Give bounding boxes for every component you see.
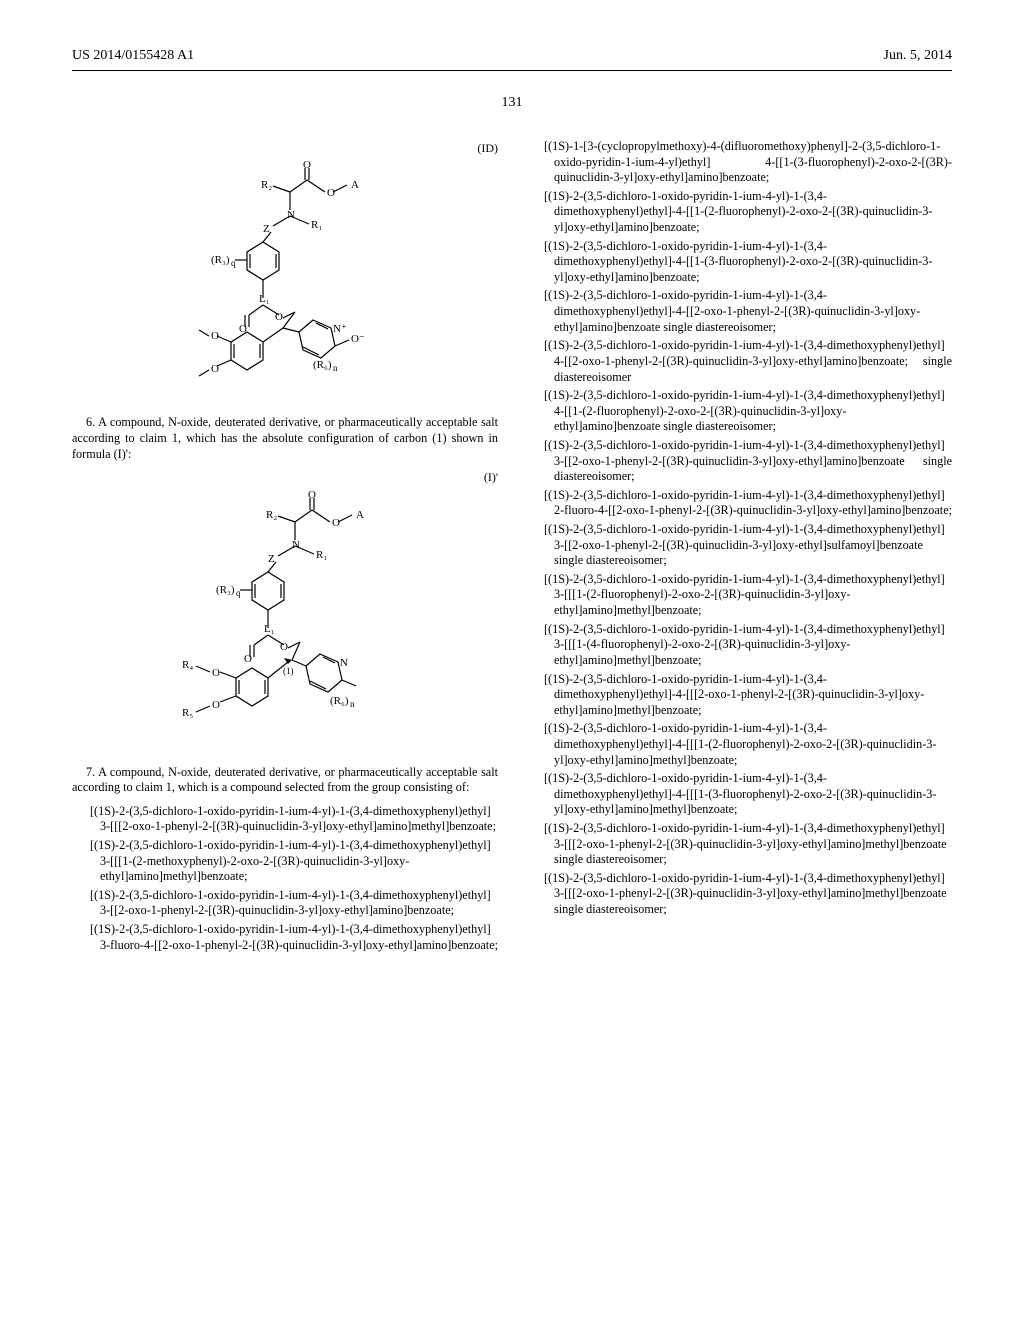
claim-7-intro: 7. A compound, N-oxide, deuterated deriv…: [72, 765, 498, 796]
svg-text:R₅: R₅: [182, 707, 193, 719]
compound-item: [(1S)-2-(3,5-dichloro-1-oxido-pyridin-1-…: [554, 388, 952, 435]
compound-item: [(1S)-2-(3,5-dichloro-1-oxido-pyridin-1-…: [100, 838, 498, 885]
svg-text:O: O: [275, 311, 283, 323]
svg-text:A: A: [356, 509, 364, 521]
claim-6-text: 6. A compound, N-oxide, deuterated deriv…: [72, 415, 498, 462]
compound-item: [(1S)-2-(3,5-dichloro-1-oxido-pyridin-1-…: [554, 438, 952, 485]
publication-date: Jun. 5, 2014: [884, 48, 952, 64]
compound-item: [(1S)-2-(3,5-dichloro-1-oxido-pyridin-1-…: [554, 672, 952, 719]
compound-item: [(1S)-2-(3,5-dichloro-1-oxido-pyridin-1-…: [554, 771, 952, 818]
svg-text:O: O: [308, 490, 316, 501]
compound-item: [(1S)-2-(3,5-dichloro-1-oxido-pyridin-1-…: [554, 522, 952, 569]
svg-text:L₁: L₁: [259, 293, 270, 305]
patent-number: US 2014/0155428 A1: [72, 48, 194, 64]
chemical-structure-id: O O A R₂ N Z R₁ (R₃)q L₁ O O O O N⁺ O⁻ (…: [175, 160, 395, 405]
svg-text:O: O: [327, 187, 335, 199]
header-rule: [72, 70, 952, 71]
svg-text:n: n: [350, 699, 355, 709]
svg-text:R₂: R₂: [266, 509, 277, 521]
svg-text:Z: Z: [268, 553, 275, 565]
formula-label-i-prime: (I)': [72, 470, 498, 485]
page-number: 131: [72, 95, 952, 111]
svg-text:Z: Z: [263, 223, 270, 235]
svg-text:n: n: [333, 363, 338, 373]
claim-7-list-right: [(1S)-1-[3-(cyclopropylmethoxy)-4-(diflu…: [544, 139, 952, 918]
svg-text:O: O: [212, 699, 220, 711]
svg-text:(R₃): (R₃): [211, 254, 230, 266]
right-column: [(1S)-1-[3-(cyclopropylmethoxy)-4-(diflu…: [526, 135, 952, 957]
svg-text:q: q: [231, 258, 236, 268]
svg-text:O: O: [332, 517, 340, 529]
compound-item: [(1S)-2-(3,5-dichloro-1-oxido-pyridin-1-…: [554, 189, 952, 236]
svg-text:A: A: [351, 179, 359, 191]
compound-item: [(1S)-2-(3,5-dichloro-1-oxido-pyridin-1-…: [554, 338, 952, 385]
patent-page: US 2014/0155428 A1 Jun. 5, 2014 131 (ID): [0, 0, 1024, 1005]
svg-text:N⁺: N⁺: [333, 323, 347, 335]
compound-item: [(1S)-2-(3,5-dichloro-1-oxido-pyridin-1-…: [554, 821, 952, 868]
svg-text:N: N: [340, 657, 348, 669]
svg-text:O: O: [239, 323, 247, 335]
svg-text:O: O: [244, 653, 252, 665]
svg-text:L₁: L₁: [264, 623, 275, 635]
compound-item: [(1S)-2-(3,5-dichloro-1-oxido-pyridin-1-…: [100, 922, 498, 953]
compound-item: [(1S)-2-(3,5-dichloro-1-oxido-pyridin-1-…: [554, 488, 952, 519]
compound-item: [(1S)-2-(3,5-dichloro-1-oxido-pyridin-1-…: [554, 572, 952, 619]
svg-text:R₄: R₄: [182, 659, 193, 671]
svg-text:O: O: [211, 363, 219, 375]
compound-item: [(1S)-2-(3,5-dichloro-1-oxido-pyridin-1-…: [554, 288, 952, 335]
svg-text:O: O: [211, 330, 219, 342]
compound-item: [(1S)-2-(3,5-dichloro-1-oxido-pyridin-1-…: [554, 721, 952, 768]
svg-text:N: N: [287, 209, 295, 221]
svg-text:(R₃): (R₃): [216, 584, 235, 596]
chemical-structure-i-prime: O O A R₂ N Z R₁ (R₃)q L₁ O O R₄ O R₅ O (…: [170, 490, 400, 755]
claim-7-list-left: [(1S)-2-(3,5-dichloro-1-oxido-pyridin-1-…: [90, 804, 498, 953]
svg-text:O: O: [212, 667, 220, 679]
compound-item: [(1S)-2-(3,5-dichloro-1-oxido-pyridin-1-…: [554, 871, 952, 918]
svg-text:R₂: R₂: [261, 179, 272, 191]
svg-text:R₁: R₁: [311, 219, 322, 231]
content-columns: (ID): [72, 135, 952, 957]
svg-text:O⁻: O⁻: [351, 333, 365, 345]
page-header: US 2014/0155428 A1 Jun. 5, 2014: [72, 48, 952, 64]
svg-text:R₁: R₁: [316, 549, 327, 561]
compound-item: [(1S)-2-(3,5-dichloro-1-oxido-pyridin-1-…: [100, 804, 498, 835]
svg-text:O: O: [280, 641, 288, 653]
compound-item: [(1S)-2-(3,5-dichloro-1-oxido-pyridin-1-…: [100, 888, 498, 919]
compound-item: [(1S)-2-(3,5-dichloro-1-oxido-pyridin-1-…: [554, 622, 952, 669]
formula-label-id: (ID): [72, 141, 498, 156]
svg-text:(R₆): (R₆): [330, 695, 349, 707]
svg-text:(1): (1): [283, 666, 294, 676]
svg-text:N: N: [292, 539, 300, 551]
compound-item: [(1S)-2-(3,5-dichloro-1-oxido-pyridin-1-…: [554, 239, 952, 286]
compound-item: [(1S)-1-[3-(cyclopropylmethoxy)-4-(diflu…: [554, 139, 952, 186]
svg-text:(R₆): (R₆): [313, 359, 332, 371]
left-column: (ID): [72, 135, 498, 957]
svg-text:q: q: [236, 588, 241, 598]
svg-text:O: O: [303, 160, 311, 171]
